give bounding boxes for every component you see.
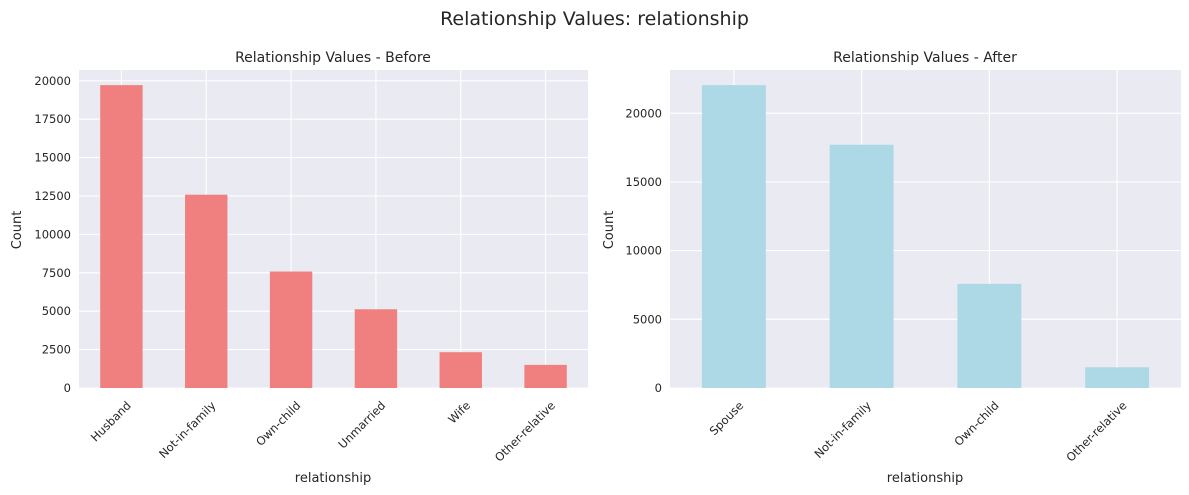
chart-after-y-tick-label: 10000 — [625, 244, 662, 258]
chart-before-y-tick-label: 5000 — [42, 304, 71, 318]
chart-before-bar — [100, 85, 143, 389]
chart-after-ylabel: Count — [602, 211, 617, 250]
chart-before-y-tick-label: 15000 — [34, 151, 71, 165]
chart-before-ylabel: Count — [10, 211, 25, 250]
chart-after-xlabel: relationship — [887, 471, 963, 486]
chart-before-bar — [354, 309, 398, 388]
chart-after-y-tick-label: 0 — [655, 381, 662, 395]
chart-before-bar — [439, 352, 482, 388]
chart-before-y-tick-label: 10000 — [34, 227, 71, 241]
chart-after-y-tick-label: 5000 — [633, 312, 662, 326]
chart-after-title: Relationship Values - After — [833, 50, 1017, 66]
chart-before-y-tick-label: 7500 — [42, 266, 71, 280]
chart-before-bar — [185, 194, 228, 388]
chart-before-y-tick-label: 2500 — [42, 343, 71, 357]
chart-before-bar — [524, 364, 567, 388]
chart-after-bar — [957, 283, 1022, 388]
chart-before-title: Relationship Values - Before — [235, 50, 431, 66]
chart-before-y-tick-label: 0 — [64, 381, 71, 395]
chart-after-bar — [829, 144, 894, 388]
chart-before-y-tick-label: 20000 — [34, 74, 71, 88]
chart-after-bar — [701, 85, 766, 388]
chart-before-y-tick-label: 12500 — [34, 189, 71, 203]
chart-before-xlabel: relationship — [295, 471, 371, 486]
chart-before-bar — [269, 271, 313, 388]
figure-suptitle: Relationship Values: relationship — [440, 8, 749, 30]
chart-before-plot-area — [79, 70, 588, 388]
chart-after-y-tick-label: 20000 — [625, 106, 662, 120]
chart-before-y-tick-label: 17500 — [34, 112, 71, 126]
chart-after: Relationship Values - After 0 5000 10000 15… — [602, 50, 1181, 486]
chart-after-y-tick-label: 15000 — [625, 175, 662, 189]
chart-after-bar — [1085, 367, 1150, 388]
